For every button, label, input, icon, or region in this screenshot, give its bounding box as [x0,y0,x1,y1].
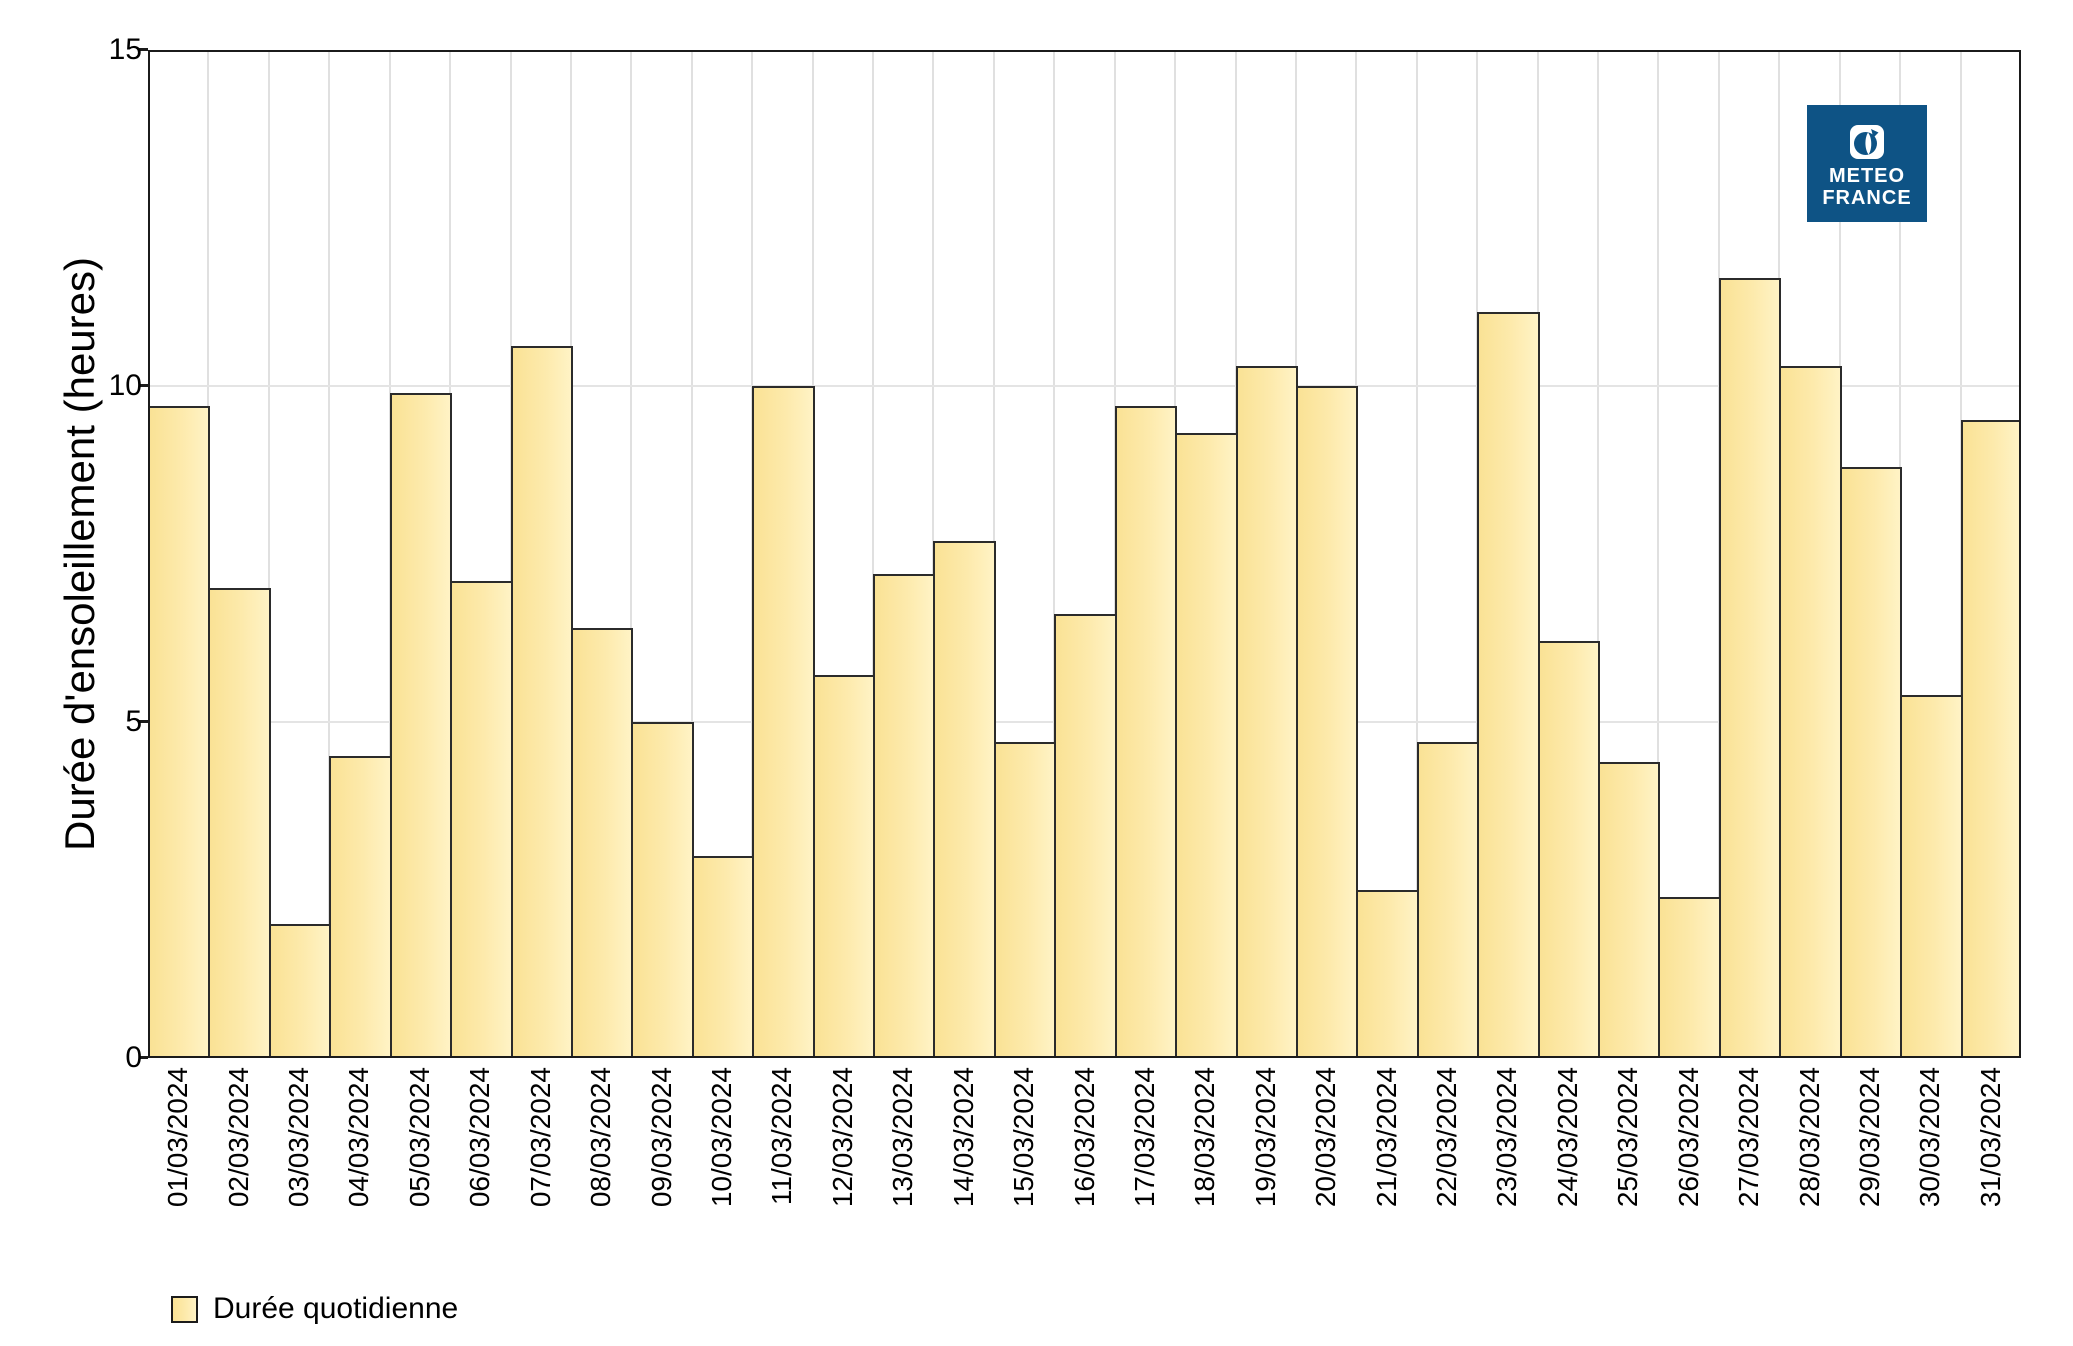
x-tick-label-text: 09/03/2024 [645,1067,677,1208]
y-tick-mark [139,384,148,387]
bar-15/03/2024 [993,742,1057,1058]
legend-label: Durée quotidienne [213,1292,459,1325]
x-tick-label: 31/03/2024 [1975,1066,2073,1207]
vertical-gridline [690,50,693,1058]
x-tick-label-text: 14/03/2024 [947,1067,979,1208]
vertical-gridline [267,50,270,1058]
bar-09/03/2024 [631,722,694,1058]
x-tick-label-text: 11/03/2024 [766,1067,798,1206]
bar-17/03/2024 [1114,406,1178,1058]
bar-26/03/2024 [1658,896,1721,1058]
horizontal-gridline [148,385,2021,387]
x-tick-label-text: 31/03/2024 [1974,1067,2006,1208]
x-tick-label-text: 08/03/2024 [585,1067,617,1208]
vertical-gridline [1597,50,1600,1058]
bar-18/03/2024 [1175,433,1238,1058]
x-tick-label-text: 30/03/2024 [1914,1067,1946,1208]
x-tick-label-text: 26/03/2024 [1672,1067,1704,1208]
x-tick-label-text: 17/03/2024 [1128,1067,1160,1208]
x-tick-label-text: 22/03/2024 [1431,1067,1463,1208]
x-tick-label-text: 07/03/2024 [524,1067,556,1208]
y-tick-mark [139,48,148,51]
y-tick-label: 15 [108,33,142,66]
vertical-gridline [328,50,331,1058]
vertical-gridline [630,50,633,1058]
legend-swatch [171,1295,198,1323]
bar-22/03/2024 [1416,742,1480,1058]
x-tick-label-text: 23/03/2024 [1491,1067,1523,1208]
bar-31/03/2024 [1960,419,2021,1058]
bar-07/03/2024 [510,345,573,1058]
y-tick-label: 5 [125,705,142,738]
bar-10/03/2024 [691,856,755,1058]
globe-arrow-icon [1850,125,1884,159]
bar-11/03/2024 [752,386,815,1058]
x-tick-label-text: 10/03/2024 [705,1067,737,1208]
bar-21/03/2024 [1356,890,1419,1058]
vertical-gridline [1657,50,1660,1058]
x-tick-label-text: 03/03/2024 [283,1067,315,1208]
x-tick-label-text: 01/03/2024 [162,1067,194,1208]
plot-area [148,50,2021,1058]
x-tick-label-text: 05/03/2024 [403,1067,435,1208]
vertical-gridline [1415,50,1418,1058]
x-tick-label-text: 13/03/2024 [887,1067,919,1208]
bar-30/03/2024 [1900,695,1963,1058]
bar-08/03/2024 [570,627,634,1058]
bar-28/03/2024 [1779,365,1842,1058]
bar-24/03/2024 [1537,641,1601,1058]
bar-29/03/2024 [1839,466,1903,1058]
meteo-france-logo: METEO FRANCE [1807,105,1927,222]
bar-01/03/2024 [148,406,211,1058]
vertical-gridline [872,50,875,1058]
x-tick-label-text: 19/03/2024 [1249,1067,1281,1208]
x-tick-label-text: 21/03/2024 [1370,1067,1402,1208]
bar-16/03/2024 [1054,614,1117,1058]
bar-02/03/2024 [208,587,271,1058]
logo-text-meteo: METEO [1828,165,1906,187]
x-tick-label-text: 04/03/2024 [343,1067,375,1208]
bar-23/03/2024 [1477,312,1540,1058]
x-tick-label-text: 18/03/2024 [1189,1067,1221,1208]
y-tick-label: 10 [108,369,142,402]
bar-14/03/2024 [933,540,996,1058]
x-tick-label-text: 28/03/2024 [1793,1067,1825,1208]
x-tick-label-text: 15/03/2024 [1008,1067,1040,1208]
logo-text-france: FRANCE [1822,187,1912,209]
vertical-gridline [1053,50,1056,1058]
x-tick-label-text: 02/03/2024 [222,1067,254,1208]
y-tick-mark [139,720,148,723]
bar-27/03/2024 [1718,278,1782,1058]
bar-19/03/2024 [1235,365,1298,1058]
bar-12/03/2024 [812,674,876,1058]
bar-04/03/2024 [329,755,392,1058]
legend: Durée quotidienne [171,1294,458,1324]
y-tick-label: 0 [125,1041,142,1074]
bar-03/03/2024 [268,923,332,1058]
x-tick-label-text: 20/03/2024 [1310,1067,1342,1208]
x-tick-label-text: 24/03/2024 [1551,1067,1583,1208]
x-tick-label-text: 25/03/2024 [1612,1067,1644,1208]
bar-05/03/2024 [389,392,453,1058]
bar-25/03/2024 [1598,762,1661,1058]
x-tick-label-text: 12/03/2024 [826,1067,858,1208]
y-axis-title: Durée d'ensoleillement (heures) [56,257,650,851]
y-tick-mark [139,1056,148,1059]
x-tick-label-text: 29/03/2024 [1853,1067,1885,1208]
bar-20/03/2024 [1295,386,1359,1058]
x-tick-label-text: 27/03/2024 [1733,1067,1765,1208]
bar-13/03/2024 [873,574,936,1058]
y-axis-title-text: Durée d'ensoleillement (heures) [56,257,103,851]
bar-06/03/2024 [450,580,513,1058]
x-tick-label-text: 16/03/2024 [1068,1067,1100,1208]
x-tick-label-text: 06/03/2024 [464,1067,496,1208]
